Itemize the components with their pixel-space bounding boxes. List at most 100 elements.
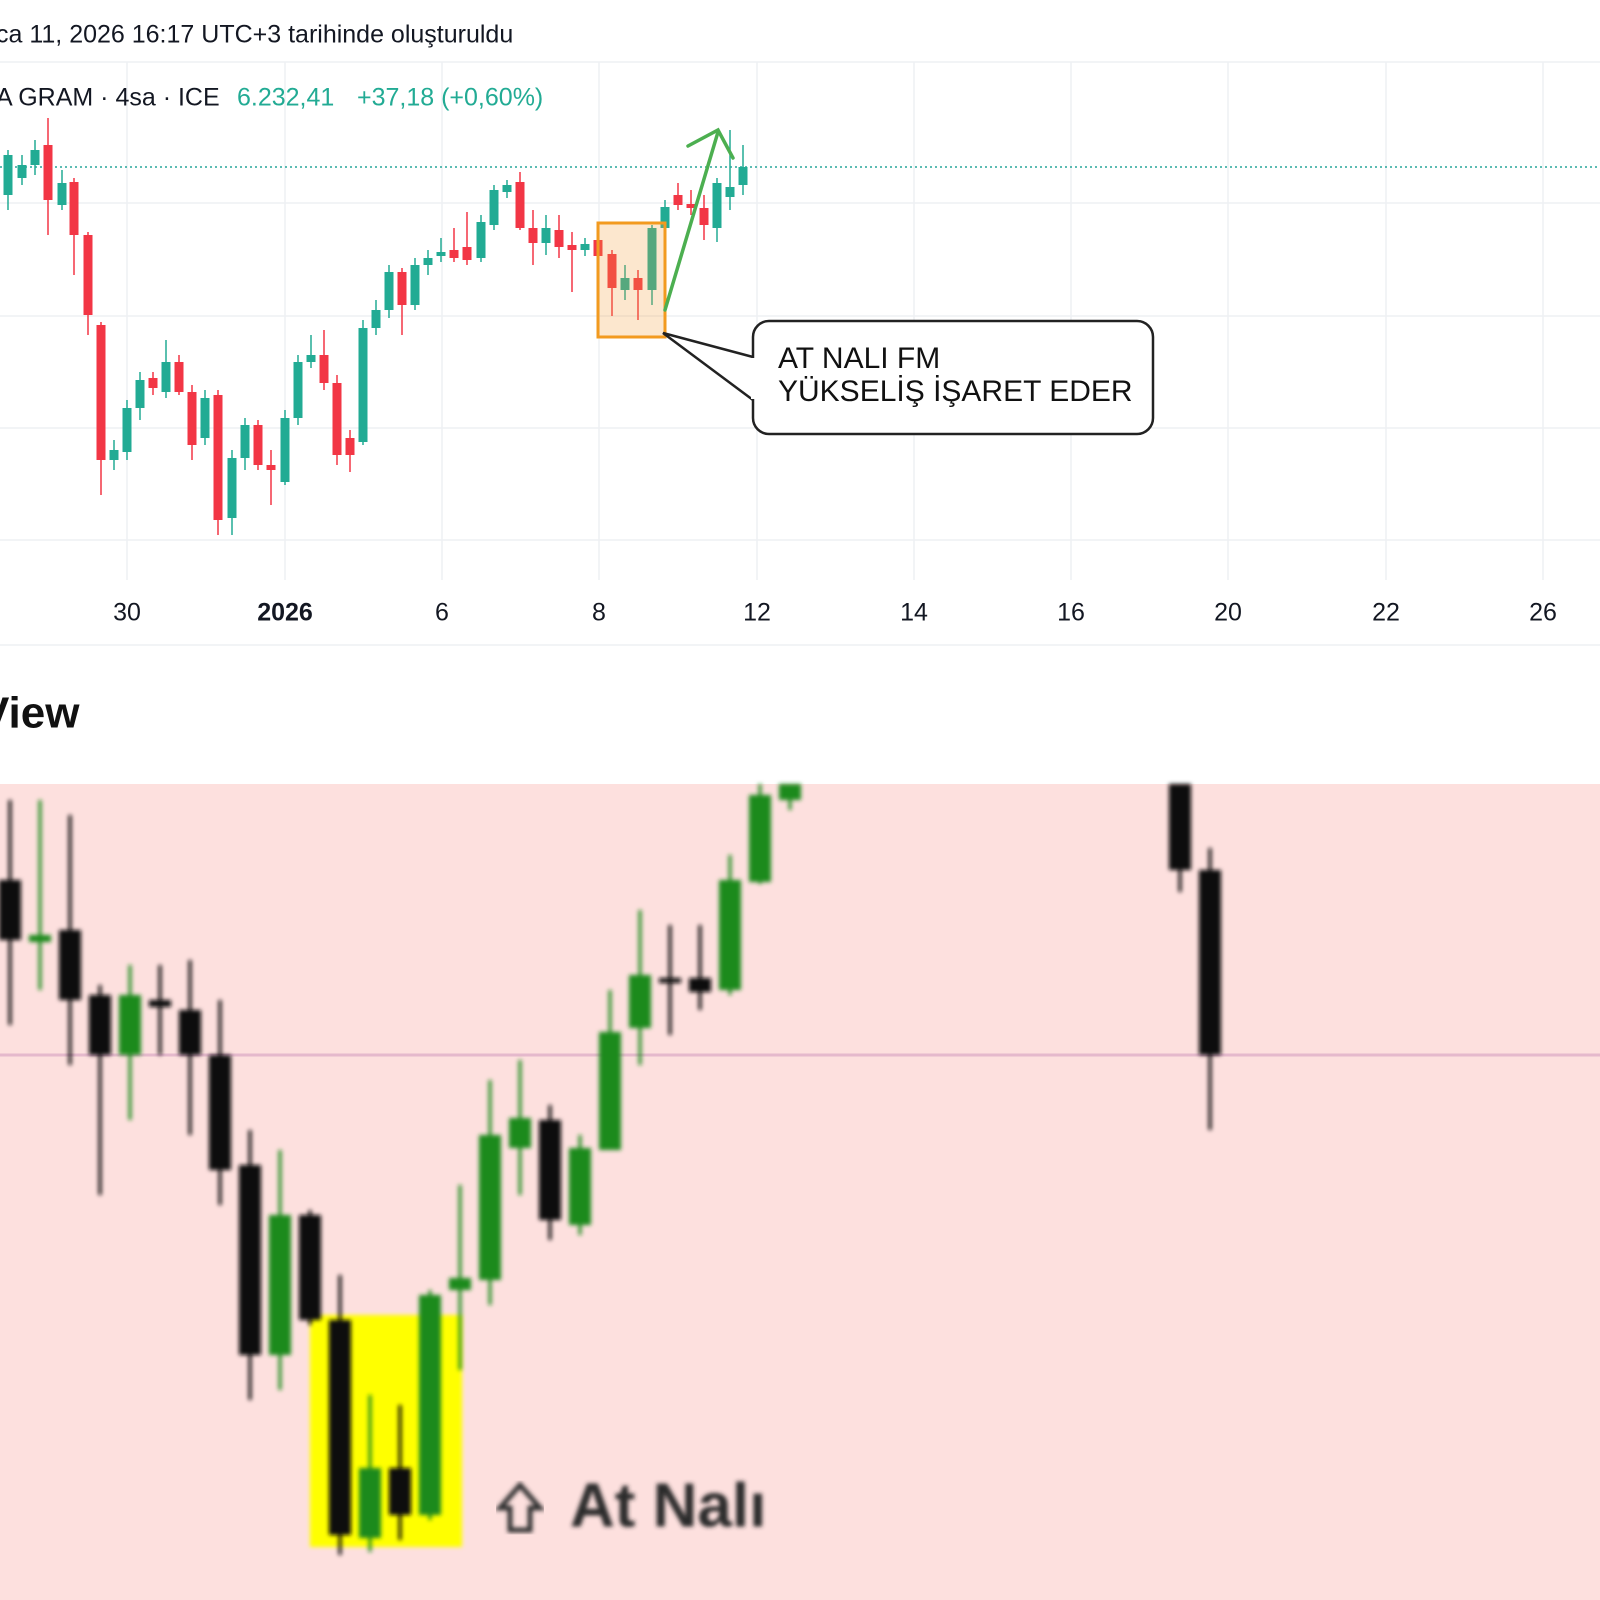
candle-body [269,1215,291,1355]
x-label: 22 [1372,599,1400,627]
candle-body [358,328,368,442]
candle-body [738,167,748,185]
candle-body [599,1032,621,1150]
candle-body [719,880,741,990]
candle-body [187,392,197,445]
candle-body [479,1135,501,1280]
candle-body [0,880,21,940]
candles [0,784,1221,1555]
candle-body [528,228,538,243]
section-title: View [0,689,80,738]
candle-body [410,265,420,305]
candle-body [332,383,342,455]
price: 6.232,41 [237,84,334,112]
candle-body [515,182,525,228]
candle-body [569,1148,591,1225]
candle-body [725,187,735,197]
candle-body [449,250,459,258]
candle-body [174,362,184,392]
candle-body [359,1468,381,1538]
candle-body [293,362,303,418]
candle-body [119,995,141,1055]
candle-body [502,185,512,192]
candle-body [96,325,106,460]
candle-body [59,930,81,1000]
candle-body [384,272,394,310]
candle-body [436,252,446,256]
candle-body [607,254,617,288]
image-label: At Nalı [570,1471,766,1540]
candle-body [122,408,132,452]
candle-body [17,165,27,178]
candle-body [3,155,13,195]
x-label: 8 [592,599,606,627]
candle-body [148,378,158,388]
x-label: 26 [1529,599,1557,627]
x-label: 12 [743,599,771,627]
candle-body [329,1320,351,1535]
change: +37,18 (+0,60%) [357,84,543,112]
candle-body [213,395,223,520]
candle-body [69,182,79,235]
image-background [0,784,1600,1600]
timestamp: ca 11, 2026 16:17 UTC+3 tarihinde oluştu… [0,21,513,49]
candle-body [240,425,250,458]
candle-body [423,258,433,265]
candle-body [161,362,171,392]
candle-body [647,228,657,290]
x-label: 14 [900,599,928,627]
candle-body [1199,870,1221,1055]
callout-text: YÜKSELİŞ İŞARET EDER [778,375,1133,408]
up-arrow [663,127,735,312]
candle-body [83,235,93,315]
candle-body [280,418,290,482]
candle-body [109,450,119,460]
candle-body [135,380,145,408]
x-label: 6 [435,599,449,627]
candle-body [749,795,771,882]
candle-body [200,398,210,438]
x-axis: 30 2026 6 8 12 14 16 20 22 26 [113,599,1557,627]
candle-body [345,438,355,455]
candle-body [476,222,486,258]
candles [3,118,748,535]
candle-body [397,272,407,305]
candle-body [239,1165,261,1355]
candle-body [266,465,276,470]
candle-body [689,978,711,992]
candle-body [1169,784,1191,870]
candle-body [509,1118,531,1148]
candle-body [149,1000,171,1007]
candle-body [580,244,590,250]
candle-body [57,183,67,205]
highlight-box [596,221,667,339]
candle-body [633,278,643,290]
callout-text: AT NALI FM [778,342,940,375]
candle-body [541,228,551,243]
candle-body [673,195,683,205]
x-label: 2026 [257,599,313,627]
candle-body [554,230,564,247]
candle-body [539,1120,561,1220]
x-label: 30 [113,599,141,627]
candle-body [462,247,472,260]
candle-body [686,204,696,208]
candle-body [629,975,651,1028]
candle-body [712,183,722,228]
candle-body [659,978,681,983]
candle-body [319,355,329,383]
x-label: 16 [1057,599,1085,627]
candle-body [253,425,263,465]
candle-body [29,935,51,942]
x-label: 20 [1214,599,1242,627]
candle-body [227,458,237,518]
arrow-icon [494,1481,546,1533]
candle-body [699,208,709,225]
candle-body [419,1295,441,1515]
candle-body [779,784,801,800]
candle-body [660,207,670,228]
candle-body [89,995,111,1055]
candle-body [449,1278,471,1290]
candle-body [209,1055,231,1170]
